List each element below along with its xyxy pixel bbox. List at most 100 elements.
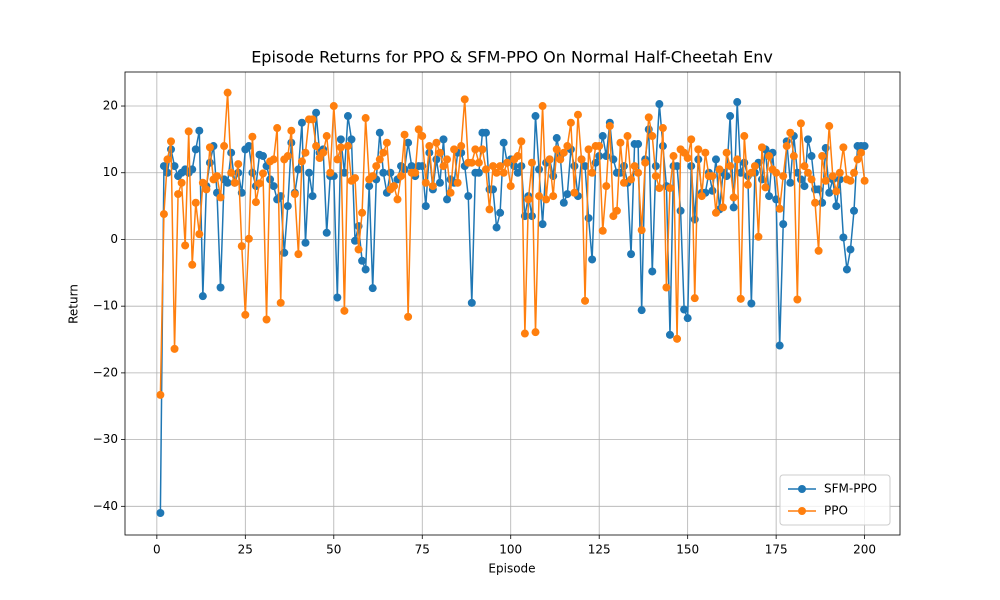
point: [411, 168, 420, 177]
point: [616, 138, 625, 147]
point: [439, 135, 448, 144]
point: [333, 293, 342, 302]
point: [167, 137, 176, 146]
point: [177, 178, 186, 187]
point: [336, 143, 345, 152]
point: [389, 182, 398, 191]
point: [205, 143, 214, 152]
point: [336, 135, 345, 144]
point: [481, 128, 490, 137]
point: [301, 238, 310, 247]
point: [853, 155, 862, 164]
legend: SFM-PPO PPO: [779, 474, 891, 526]
point: [368, 284, 377, 293]
point: [743, 180, 752, 189]
point: [443, 195, 452, 204]
point: [811, 198, 820, 207]
point: [343, 112, 352, 121]
y-axis-label: Return: [67, 284, 81, 324]
point: [312, 108, 321, 117]
point: [673, 162, 682, 171]
point: [832, 187, 841, 196]
point: [404, 138, 413, 147]
point: [351, 236, 360, 245]
point: [205, 158, 214, 167]
point: [563, 142, 572, 151]
point: [496, 208, 505, 217]
point: [828, 172, 837, 181]
x-tick-label: 25: [238, 543, 253, 557]
y-tick-label: 0: [110, 232, 118, 246]
legend-label: PPO: [824, 504, 848, 518]
point: [549, 192, 558, 201]
point: [156, 390, 165, 399]
point: [220, 142, 229, 151]
point: [577, 155, 586, 164]
point: [832, 202, 841, 211]
point: [333, 155, 342, 164]
point: [637, 226, 646, 235]
point: [163, 155, 172, 164]
point: [407, 162, 416, 171]
point: [404, 312, 413, 321]
point: [322, 132, 331, 141]
point: [503, 158, 512, 167]
point: [496, 162, 505, 171]
point: [467, 158, 476, 167]
point: [584, 145, 593, 154]
point: [301, 148, 310, 157]
point: [223, 88, 232, 97]
point: [602, 152, 611, 161]
series-line: [159, 92, 866, 395]
point: [796, 119, 805, 128]
point: [230, 178, 239, 187]
point: [248, 132, 257, 141]
point: [464, 192, 473, 201]
point: [425, 142, 434, 151]
y-tick-label: −30: [93, 432, 118, 446]
point: [793, 295, 802, 304]
point: [443, 155, 452, 164]
point: [669, 152, 678, 161]
point: [846, 176, 855, 185]
point: [800, 182, 809, 191]
point: [538, 220, 547, 229]
point: [198, 178, 207, 187]
point: [690, 294, 699, 303]
point: [619, 162, 628, 171]
point: [655, 100, 664, 109]
point: [513, 168, 522, 177]
y-tick-label: 10: [103, 165, 118, 179]
point: [665, 184, 674, 193]
point: [566, 118, 575, 127]
point: [814, 246, 823, 255]
grid: 0 25 50 75 100 125 150 175 200 −40 −30 −20 −10 0 10 20: [93, 72, 900, 557]
point: [839, 143, 848, 152]
point: [786, 178, 795, 187]
point: [283, 202, 292, 211]
point: [460, 95, 469, 104]
point: [531, 328, 540, 337]
point: [170, 344, 179, 353]
point: [637, 306, 646, 315]
x-tick-label: 50: [326, 543, 341, 557]
x-tick-label: 100: [499, 543, 522, 557]
point: [227, 168, 236, 177]
point: [213, 172, 222, 181]
point: [428, 182, 437, 191]
point: [754, 232, 763, 241]
point: [818, 198, 827, 207]
point: [510, 162, 519, 171]
plot: [156, 88, 869, 517]
point: [860, 142, 869, 151]
point: [595, 142, 604, 151]
point: [499, 168, 508, 177]
point: [779, 172, 788, 181]
point: [818, 152, 827, 161]
point: [372, 162, 381, 171]
point: [588, 168, 597, 177]
point: [662, 283, 671, 292]
point: [733, 98, 742, 107]
point: [340, 306, 349, 315]
point: [329, 102, 338, 111]
